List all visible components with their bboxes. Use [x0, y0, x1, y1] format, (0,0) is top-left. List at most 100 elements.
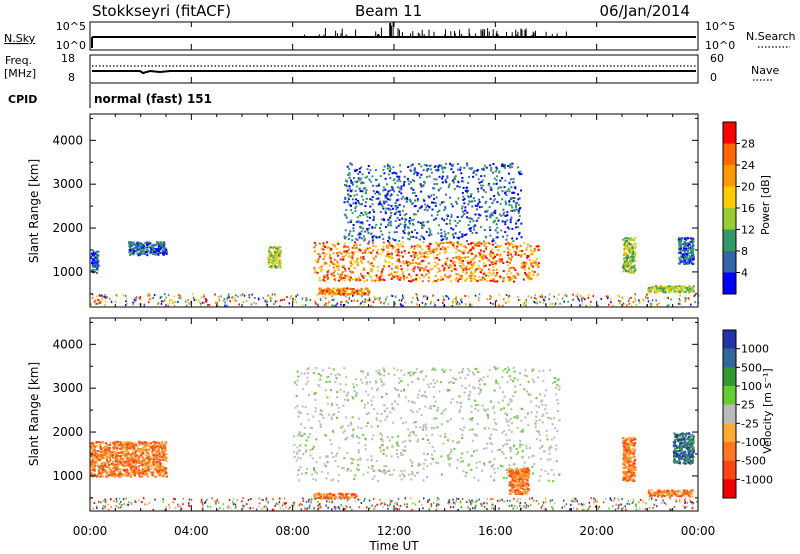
- echo-cell: [685, 261, 688, 264]
- echo-cell: [470, 193, 473, 196]
- echo-cell: [444, 435, 447, 438]
- echo-cell: [372, 219, 375, 221]
- echo-cell: [103, 451, 106, 454]
- echo-cell: [506, 226, 509, 229]
- echo-cell: [371, 478, 374, 481]
- echo-cell: [157, 473, 160, 476]
- noise-cell: [304, 304, 307, 306]
- echo-cell: [485, 166, 488, 169]
- echo-cell: [469, 227, 472, 230]
- echo-cell: [319, 374, 322, 377]
- echo-cell: [490, 187, 493, 190]
- noise-cell: [101, 295, 104, 298]
- echo-cell: [411, 192, 414, 194]
- echo-cell: [94, 449, 97, 452]
- echo-cell: [337, 264, 340, 267]
- echo-cell: [150, 244, 153, 247]
- echo-cell: [530, 264, 533, 267]
- echo-cell: [157, 470, 160, 473]
- echo-cell: [135, 248, 138, 251]
- echo-cell: [415, 368, 418, 371]
- noise-cell: [160, 302, 163, 305]
- echo-cell: [679, 255, 682, 258]
- echo-cell: [649, 290, 652, 292]
- echo-cell: [628, 242, 631, 245]
- echo-cell: [156, 461, 158, 464]
- echo-cell: [146, 246, 149, 249]
- echo-cell: [460, 172, 463, 175]
- echo-cell: [407, 233, 410, 236]
- echo-cell: [140, 455, 143, 458]
- echo-cell: [102, 471, 105, 474]
- echo-cell: [420, 190, 423, 193]
- echo-cell: [491, 261, 494, 264]
- echo-cell: [399, 265, 402, 267]
- noise-cell: [322, 296, 325, 298]
- echo-cell: [102, 461, 105, 464]
- echo-cell: [353, 389, 356, 392]
- echo-cell: [354, 201, 357, 204]
- echo-cell: [121, 461, 123, 463]
- echo-cell: [357, 263, 359, 266]
- echo-cell: [351, 254, 354, 257]
- echo-cell: [364, 230, 367, 233]
- echo-cell: [523, 253, 526, 255]
- echo-cell: [273, 246, 276, 249]
- echo-cell: [141, 246, 144, 249]
- echo-cell: [401, 241, 404, 244]
- echo-cell: [496, 236, 499, 239]
- echo-cell: [453, 268, 456, 271]
- echo-cell: [480, 187, 483, 190]
- echo-cell: [415, 236, 418, 239]
- echo-cell: [136, 448, 139, 451]
- echo-cell: [135, 246, 138, 249]
- echo-cell: [359, 214, 361, 217]
- echo-cell: [510, 277, 513, 280]
- echo-cell: [424, 256, 427, 259]
- echo-cell: [634, 267, 637, 270]
- echo-cell: [336, 396, 339, 399]
- echo-cell: [514, 269, 517, 272]
- echo-cell: [478, 244, 481, 247]
- echo-cell: [340, 252, 343, 255]
- echo-cell: [500, 214, 503, 217]
- echo-cell: [478, 383, 481, 386]
- echo-cell: [93, 461, 96, 464]
- echo-cell: [113, 443, 116, 446]
- echo-cell: [335, 291, 338, 294]
- echo-cell: [429, 404, 432, 407]
- noise-cell: [224, 301, 226, 304]
- echo-cell: [487, 408, 489, 411]
- echo-cell: [313, 241, 316, 244]
- echo-cell: [326, 278, 329, 281]
- echo-cell: [462, 210, 464, 213]
- echo-cell: [492, 221, 495, 224]
- echo-cell: [509, 221, 512, 224]
- noise-cell: [331, 299, 333, 302]
- echo-cell: [119, 444, 121, 447]
- echo-cell: [631, 254, 633, 257]
- noise-cell: [498, 293, 500, 296]
- echo-cell: [163, 247, 166, 249]
- echo-cell: [165, 467, 167, 470]
- echo-cell: [314, 270, 317, 273]
- echo-cell: [485, 274, 488, 277]
- noise-cell: [325, 297, 327, 300]
- echo-cell: [398, 190, 401, 193]
- noise-cell: [341, 301, 343, 303]
- echo-cell: [690, 250, 693, 253]
- echo-cell: [492, 243, 494, 246]
- echo-cell: [432, 251, 435, 254]
- echo-cell: [494, 170, 497, 173]
- echo-cell: [654, 286, 657, 289]
- echo-cell: [495, 260, 498, 263]
- echo-cell: [676, 288, 679, 291]
- echo-cell: [429, 268, 432, 271]
- echo-cell: [109, 468, 112, 471]
- echo-cell: [158, 464, 161, 467]
- echo-cell: [128, 462, 131, 465]
- echo-cell: [115, 466, 118, 469]
- echo-cell: [422, 236, 425, 239]
- echo-cell: [496, 191, 499, 194]
- echo-cell: [329, 257, 332, 260]
